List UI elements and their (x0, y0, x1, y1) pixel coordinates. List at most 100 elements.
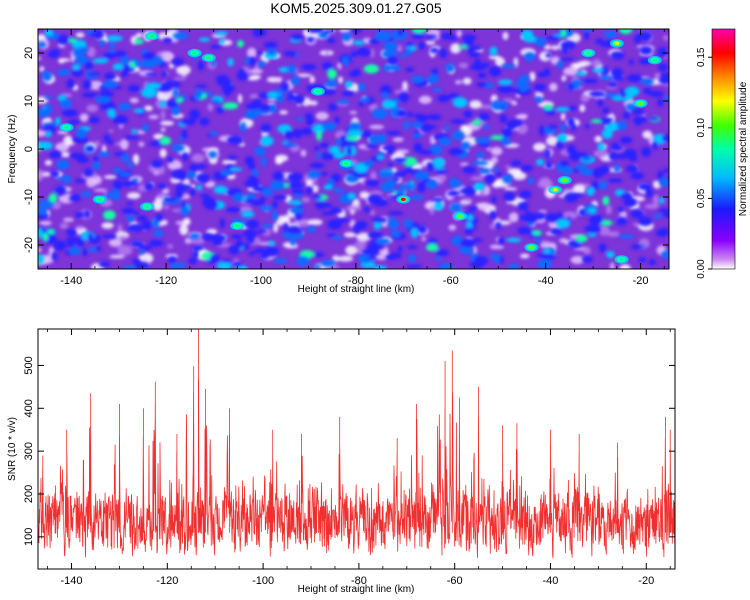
heatmap-amplitude-blob (411, 33, 425, 40)
heatmap-low-patch (513, 57, 519, 68)
heatmap-amplitude-blob (82, 79, 92, 90)
heatmap-low-patch (103, 175, 117, 179)
heatmap-amplitude-blob (181, 152, 189, 162)
heatmap-amplitude-blob (383, 44, 398, 51)
heatmap-amplitude-blob (332, 235, 343, 240)
heatmap-amplitude-blob (358, 253, 372, 264)
heatmap-amplitude-blob (198, 37, 211, 42)
heatmap-amplitude-blob (397, 29, 404, 37)
heatmap-x-tick-label: -40 (538, 275, 554, 287)
heatmap-amplitude-blob (127, 84, 140, 93)
heatmap-amplitude-blob (252, 29, 267, 38)
heatmap-amplitude-blob (582, 78, 598, 84)
heatmap-amplitude-blob (119, 172, 132, 177)
heatmap-amplitude-blob (65, 237, 80, 244)
heatmap-low-patch (183, 217, 191, 226)
heatmap-amplitude-blob (626, 74, 643, 83)
heatmap-amplitude-blob (628, 59, 635, 65)
heatmap-amplitude-blob (344, 80, 353, 88)
heatmap-amplitude-blob (283, 130, 294, 140)
heatmap-low-patch (534, 90, 542, 99)
snr-x-tick-label: -80 (351, 575, 367, 587)
heatmap-amplitude-blob (121, 153, 130, 163)
heatmap-low-patch (563, 66, 579, 76)
heatmap-low-patch (70, 56, 76, 63)
heatmap-amplitude-blob (129, 61, 136, 68)
heatmap-amplitude-blob (133, 108, 145, 113)
heatmap-amplitude-blob (483, 124, 490, 130)
heatmap-amplitude-blob (619, 29, 633, 35)
heatmap-amplitude-blob (398, 92, 410, 103)
heatmap-amplitude-blob (383, 64, 391, 72)
heatmap-amplitude-blob (406, 245, 418, 250)
heatmap-amplitude-blob (153, 230, 164, 237)
heatmap-low-patch (486, 146, 491, 151)
heatmap-amplitude-blob (306, 226, 317, 233)
heatmap-amplitude-blob (227, 58, 234, 67)
heatmap-amplitude-blob (617, 207, 625, 212)
heatmap-amplitude-blob (387, 65, 401, 72)
heatmap-amplitude-blob (472, 160, 489, 166)
heatmap-low-patch (605, 85, 618, 90)
heatmap-low-patch (578, 60, 592, 67)
heatmap-low-patch (505, 165, 512, 169)
heatmap-amplitude-blob (403, 218, 413, 229)
heatmap-low-patch (599, 225, 610, 236)
heatmap-amplitude-blob (470, 45, 482, 51)
heatmap-amplitude-blob (380, 182, 394, 192)
heatmap-low-patch (337, 255, 354, 262)
heatmap-amplitude-blob (124, 135, 139, 140)
heatmap-amplitude-blob (414, 171, 430, 181)
heatmap-amplitude-blob (373, 221, 382, 230)
heatmap-low-patch (480, 104, 495, 109)
heatmap-amplitude-blob (130, 240, 144, 248)
heatmap-amplitude-blob (501, 128, 513, 138)
heatmap-low-patch (168, 63, 175, 69)
heatmap-low-patch (38, 130, 48, 137)
heatmap-amplitude-blob (312, 194, 323, 200)
heatmap-amplitude-blob (159, 100, 166, 108)
heatmap-amplitude-blob (592, 167, 604, 179)
heatmap-amplitude-blob (348, 71, 361, 77)
heatmap-amplitude-blob (472, 119, 482, 126)
heatmap-amplitude-blob (602, 93, 619, 98)
heatmap-amplitude-blob (219, 218, 225, 229)
heatmap-low-patch (450, 43, 461, 54)
heatmap-amplitude-blob (477, 62, 491, 68)
heatmap-x-tick-label: -140 (60, 275, 82, 287)
heatmap-x-tick-label: -100 (250, 275, 272, 287)
heatmap-amplitude-blob (69, 193, 81, 203)
heatmap-amplitude-blob (112, 114, 129, 125)
heatmap-low-patch (173, 77, 184, 81)
heatmap-low-patch (60, 151, 71, 158)
heatmap-low-patch (560, 112, 566, 121)
heatmap-amplitude-blob (301, 63, 317, 71)
heatmap-low-patch (136, 129, 146, 135)
heatmap-amplitude-blob (270, 180, 285, 191)
heatmap-amplitude-blob (296, 117, 304, 121)
heatmap-amplitude-blob (598, 243, 607, 253)
heatmap-x-tick-label: -20 (633, 275, 649, 287)
heatmap-amplitude-blob (103, 134, 111, 142)
heatmap-amplitude-blob (594, 38, 604, 44)
heatmap-amplitude-blob (257, 61, 266, 68)
heatmap-amplitude-blob (296, 255, 310, 267)
heatmap-amplitude-blob (83, 168, 94, 177)
heatmap-amplitude-blob (634, 33, 642, 44)
heatmap-amplitude-blob (602, 107, 610, 114)
heatmap-amplitude-blob (287, 172, 303, 182)
heatmap-amplitude-blob (584, 30, 590, 40)
heatmap-amplitude-blob (188, 163, 198, 172)
heatmap-amplitude-blob (307, 29, 323, 34)
heatmap-low-patch (462, 77, 472, 85)
heatmap-amplitude-blob (112, 179, 123, 191)
heatmap-amplitude-blob (245, 219, 260, 229)
heatmap-amplitude-blob (276, 94, 284, 103)
heatmap-amplitude-blob (222, 102, 239, 110)
heatmap-amplitude-blob (149, 141, 164, 147)
heatmap-low-patch (550, 45, 560, 50)
heatmap-amplitude-blob (556, 218, 571, 229)
heatmap-low-patch (562, 211, 578, 220)
heatmap-low-patch (38, 169, 45, 180)
